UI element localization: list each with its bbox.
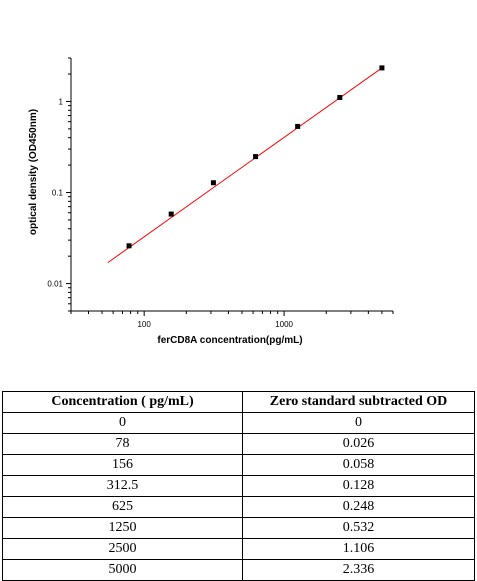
table-row: 78 0.026 bbox=[2, 433, 475, 455]
data-point bbox=[379, 65, 385, 71]
x-axis-label: ferCD8A concentration(pg/mL) bbox=[157, 335, 302, 346]
table-row: 1250 0.532 bbox=[2, 517, 475, 539]
cell-concentration: 156 bbox=[2, 454, 243, 476]
cell-concentration: 5000 bbox=[2, 559, 243, 581]
fit-line-group bbox=[107, 67, 383, 264]
data-point bbox=[253, 154, 259, 160]
cell-od: 0.248 bbox=[242, 496, 475, 518]
cell-concentration: 2500 bbox=[2, 538, 243, 560]
cell-od: 2.336 bbox=[242, 559, 475, 581]
table-row: 312.5 0.128 bbox=[2, 475, 475, 497]
table-row: 625 0.248 bbox=[2, 496, 475, 518]
cell-concentration: 0 bbox=[2, 412, 243, 434]
x-tick-label: 1000 bbox=[275, 320, 293, 329]
table-row: 2500 1.106 bbox=[2, 538, 475, 560]
cell-od: 0.128 bbox=[242, 475, 475, 497]
cell-concentration: 625 bbox=[2, 496, 243, 518]
cell-concentration: 78 bbox=[2, 433, 243, 455]
y-tick-label: 1 bbox=[59, 97, 64, 106]
data-point bbox=[168, 211, 174, 217]
table-row: 5000 2.336 bbox=[2, 559, 475, 581]
y-axis-label: optical density (OD450nm) bbox=[28, 109, 39, 235]
cell-od: 0.026 bbox=[242, 433, 475, 455]
cell-concentration: 312.5 bbox=[2, 475, 243, 497]
header-od: Zero standard subtracted OD bbox=[242, 391, 475, 413]
data-point bbox=[337, 94, 343, 100]
cell-od: 0.532 bbox=[242, 517, 475, 539]
data-point bbox=[295, 123, 301, 129]
standard-curve-chart: 0.01 0.1 1 100 1000 ferCD8A concentration(pg… bbox=[28, 57, 394, 346]
data-points bbox=[126, 65, 385, 249]
cell-od: 1.106 bbox=[242, 538, 475, 560]
y-tick-label: 0.1 bbox=[52, 189, 64, 198]
table-row: 156 0.058 bbox=[2, 454, 475, 476]
fit-line bbox=[107, 67, 383, 264]
header-concentration: Concentration ( pg/mL) bbox=[2, 391, 243, 413]
data-point bbox=[210, 180, 216, 186]
data-point bbox=[126, 243, 132, 249]
x-tick-label: 100 bbox=[137, 320, 151, 329]
table-header-row: Concentration ( pg/mL) Zero standard sub… bbox=[2, 391, 475, 413]
cell-od: 0 bbox=[242, 412, 475, 434]
cell-concentration: 1250 bbox=[2, 517, 243, 539]
standard-data-table: Concentration ( pg/mL) Zero standard sub… bbox=[2, 391, 475, 581]
cell-od: 0.058 bbox=[242, 454, 475, 476]
chart-axes: 0.01 0.1 1 100 1000 bbox=[47, 57, 394, 329]
y-tick-label: 0.01 bbox=[47, 280, 63, 289]
